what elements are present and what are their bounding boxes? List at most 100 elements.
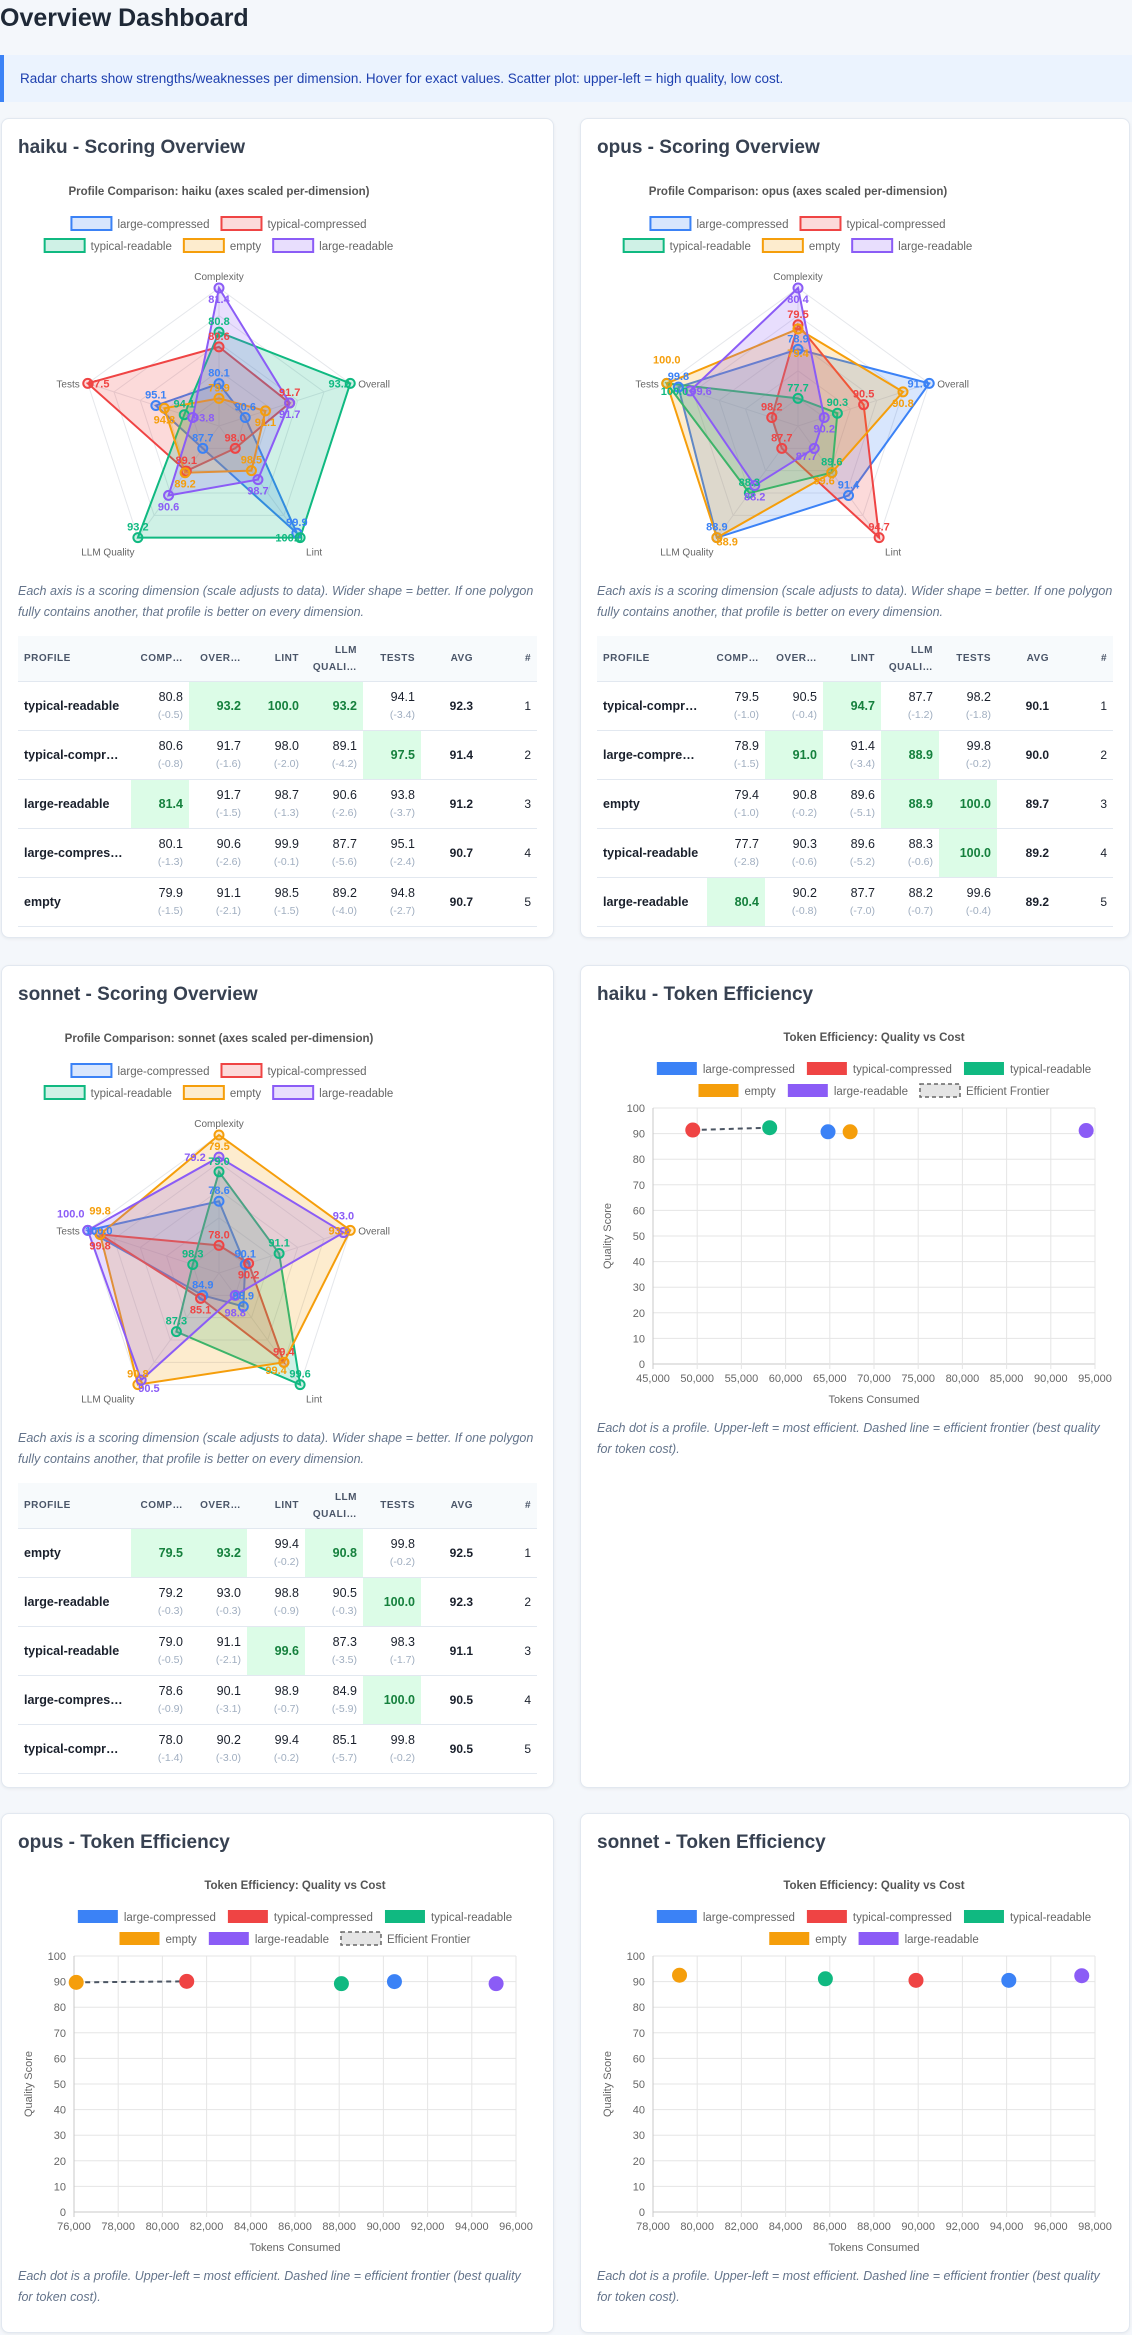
radar-point[interactable] xyxy=(243,1257,255,1269)
radar-series-large-compressed[interactable] xyxy=(677,348,931,539)
legend-item[interactable]: typical-compressed xyxy=(806,1910,952,1924)
legend-item[interactable]: empty xyxy=(769,1932,847,1946)
scatter-point-large-readable[interactable] xyxy=(1074,1968,1090,1984)
radar-point[interactable] xyxy=(858,399,870,411)
legend-item[interactable]: typical-readable xyxy=(963,1062,1091,1076)
radar-series-typical-compressed[interactable] xyxy=(770,322,881,541)
legend-item[interactable]: large-compressed xyxy=(70,1063,209,1078)
column-header[interactable]: Comp… xyxy=(131,636,189,682)
legend-item[interactable]: typical-readable xyxy=(622,238,751,253)
radar-point[interactable] xyxy=(743,487,755,499)
scatter-point-empty[interactable] xyxy=(842,1124,858,1140)
legend-item[interactable]: empty xyxy=(761,238,841,253)
legend-item[interactable]: large-readable xyxy=(787,1084,908,1098)
radar-point[interactable] xyxy=(661,377,673,389)
column-header[interactable]: # xyxy=(1055,636,1113,682)
radar-series-large-readable[interactable] xyxy=(167,285,291,497)
column-header[interactable]: Comp… xyxy=(707,636,765,682)
radar-point[interactable] xyxy=(294,532,306,544)
column-header[interactable]: Avg xyxy=(997,636,1055,682)
scatter-point-large-compressed[interactable] xyxy=(386,1974,402,1990)
radar-point[interactable] xyxy=(213,1166,225,1178)
scatter-point-empty[interactable] xyxy=(672,1967,688,1983)
radar-point[interactable] xyxy=(213,378,225,390)
radar-series-large-readable[interactable] xyxy=(688,286,826,487)
column-header[interactable]: Profile xyxy=(18,1483,131,1529)
radar-point[interactable] xyxy=(252,474,264,486)
radar-point[interactable] xyxy=(826,467,838,479)
radar-point[interactable] xyxy=(818,411,830,423)
radar-point[interactable] xyxy=(229,1289,241,1301)
radar-point[interactable] xyxy=(766,411,778,423)
scatter-point-typical-compressed[interactable] xyxy=(908,1972,924,1988)
column-header[interactable]: Profile xyxy=(597,636,707,682)
radar-point[interactable] xyxy=(831,407,843,419)
column-header[interactable]: Lint xyxy=(823,636,881,682)
radar-point[interactable] xyxy=(684,385,696,397)
radar-point[interactable] xyxy=(792,323,804,335)
radar-series-typical-readable[interactable] xyxy=(175,1169,302,1387)
column-header[interactable]: Over… xyxy=(189,636,247,682)
radar-point[interactable] xyxy=(711,532,723,544)
scatter-point-typical-compressed[interactable] xyxy=(179,1973,195,1989)
radar-point[interactable] xyxy=(873,532,885,544)
radar-point[interactable] xyxy=(923,377,935,389)
legend-item[interactable]: large-compressed xyxy=(70,216,209,231)
legend-item[interactable]: large-readable xyxy=(272,238,393,253)
scatter-point-typical-readable[interactable] xyxy=(817,1971,833,1987)
radar-point[interactable] xyxy=(213,1129,225,1141)
legend-item[interactable]: typical-readable xyxy=(43,238,172,253)
radar-point[interactable] xyxy=(344,377,356,389)
radar-point[interactable] xyxy=(843,490,855,502)
radar-point[interactable] xyxy=(132,532,144,544)
radar-point[interactable] xyxy=(337,1227,349,1239)
column-header[interactable]: Avg xyxy=(421,636,479,682)
column-header[interactable]: Comp… xyxy=(131,1483,189,1529)
column-header[interactable]: Lint xyxy=(247,1483,305,1529)
legend-item[interactable]: empty xyxy=(698,1084,776,1098)
column-header[interactable]: LLM Quali… xyxy=(881,636,939,682)
legend-item[interactable]: typical-readable xyxy=(963,1910,1091,1924)
radar-point[interactable] xyxy=(239,411,251,423)
column-header[interactable]: Over… xyxy=(765,636,823,682)
radar-point[interactable] xyxy=(158,402,170,414)
radar-point[interactable] xyxy=(197,442,209,454)
radar-series-typical-compressed[interactable] xyxy=(85,345,292,473)
legend-item[interactable]: empty xyxy=(182,238,262,253)
radar-series-empty[interactable] xyxy=(98,1133,352,1386)
radar-point[interactable] xyxy=(672,381,684,393)
radar-point[interactable] xyxy=(237,1300,249,1312)
legend-item[interactable]: large-readable xyxy=(858,1932,979,1946)
radar-point[interactable] xyxy=(163,489,175,501)
radar-point[interactable] xyxy=(749,480,761,492)
column-header[interactable]: # xyxy=(479,1483,537,1529)
radar-point[interactable] xyxy=(808,442,820,454)
legend-item[interactable]: typical-compressed xyxy=(220,1063,367,1078)
radar-point[interactable] xyxy=(897,386,909,398)
scatter-point-large-compressed[interactable] xyxy=(820,1124,836,1140)
radar-point[interactable] xyxy=(213,392,225,404)
radar-point[interactable] xyxy=(792,343,804,355)
radar-series-empty[interactable] xyxy=(665,327,905,540)
legend-item[interactable]: Efficient Frontier xyxy=(340,1931,471,1946)
legend-item[interactable]: large-readable xyxy=(272,1085,393,1100)
column-header[interactable]: Over… xyxy=(189,1483,247,1529)
scatter-point-typical-readable[interactable] xyxy=(762,1120,778,1136)
radar-point[interactable] xyxy=(278,1356,290,1368)
scatter-point-empty[interactable] xyxy=(68,1974,84,1990)
legend-item[interactable]: large-readable xyxy=(851,238,972,253)
legend-item[interactable]: large-compressed xyxy=(656,1062,795,1076)
radar-point[interactable] xyxy=(245,465,257,477)
column-header[interactable]: Avg xyxy=(421,1483,479,1529)
column-header[interactable]: # xyxy=(479,636,537,682)
scatter-point-large-readable[interactable] xyxy=(1078,1123,1094,1139)
radar-point[interactable] xyxy=(776,442,788,454)
radar-point[interactable] xyxy=(82,1224,94,1236)
radar-point[interactable] xyxy=(187,1258,199,1270)
legend-item[interactable]: large-compressed xyxy=(649,216,788,231)
legend-item[interactable]: large-readable xyxy=(208,1932,329,1946)
column-header[interactable]: Tests xyxy=(939,636,997,682)
legend-item[interactable]: typical-readable xyxy=(384,1910,512,1924)
radar-point[interactable] xyxy=(82,377,94,389)
legend-item[interactable]: Efficient Frontier xyxy=(919,1083,1050,1098)
